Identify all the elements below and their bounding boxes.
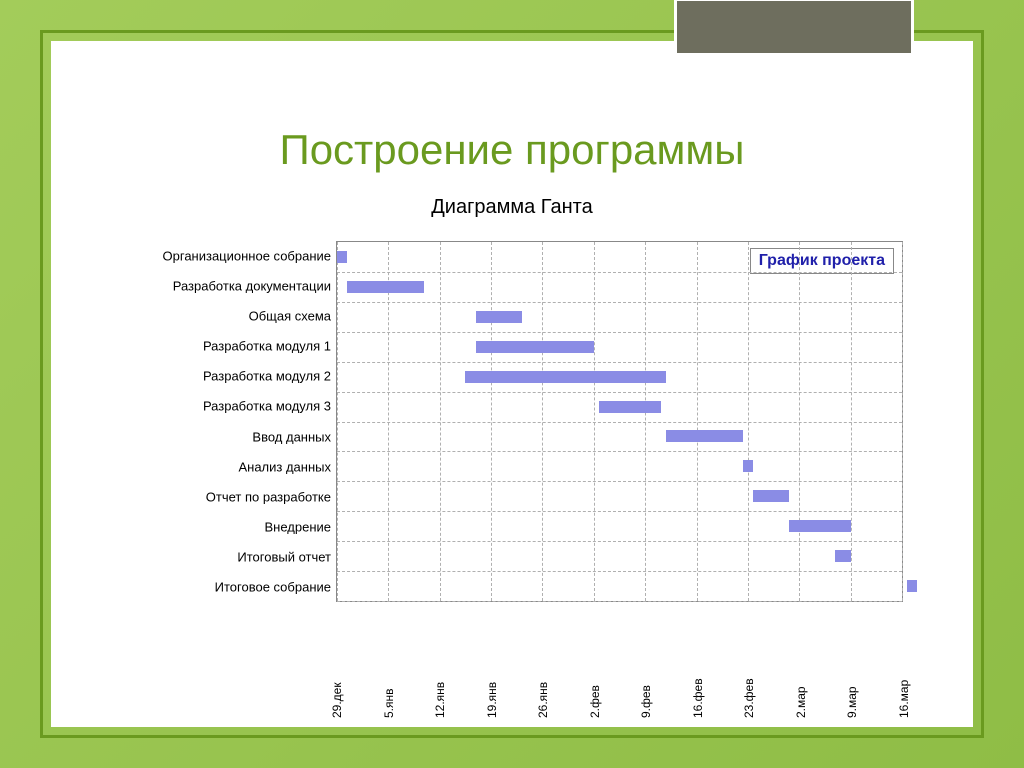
- task-label: Ввод данных: [106, 429, 331, 444]
- gridline-horizontal: [337, 272, 902, 273]
- gridline-vertical: [902, 242, 903, 601]
- x-tick-label: 9.фев: [639, 685, 653, 718]
- gantt-bar: [599, 401, 661, 413]
- chart-title: Диаграмма Ганта: [431, 196, 593, 219]
- x-tick-label: 9.мар: [845, 686, 859, 718]
- task-label: Отчет по разработке: [106, 489, 331, 504]
- gantt-bar: [476, 311, 522, 323]
- gantt-bar: [465, 371, 665, 383]
- x-tick-label: 2.фев: [588, 685, 602, 718]
- gantt-bar: [743, 460, 753, 472]
- x-tick-label: 16.мар: [897, 680, 911, 718]
- chart-plot-area: График проекта: [336, 241, 903, 602]
- gantt-bar: [789, 520, 851, 532]
- task-label: Итоговое собрание: [106, 579, 331, 594]
- x-tick-label: 5.янв: [382, 688, 396, 718]
- gridline-horizontal: [337, 332, 902, 333]
- task-label: Организационное собрание: [106, 249, 331, 264]
- x-tick-label: 23.фев: [742, 678, 756, 718]
- gantt-bar: [753, 490, 789, 502]
- x-tick-label: 29.дек: [330, 682, 344, 718]
- task-label: Разработка модуля 1: [106, 339, 331, 354]
- slide-title: Построение программы: [280, 126, 745, 174]
- gantt-bar: [337, 251, 347, 263]
- task-label: Внедрение: [106, 519, 331, 534]
- gridline-horizontal: [337, 392, 902, 393]
- gantt-bar: [347, 281, 424, 293]
- x-tick-label: 16.фев: [691, 678, 705, 718]
- x-tick-label: 19.янв: [485, 682, 499, 718]
- gridline-horizontal: [337, 481, 902, 482]
- x-tick-label: 2.мар: [794, 686, 808, 718]
- gridline-horizontal: [337, 451, 902, 452]
- task-label: Итоговый отчет: [106, 549, 331, 564]
- task-label: Общая схема: [106, 309, 331, 324]
- x-tick-label: 12.янв: [433, 682, 447, 718]
- gridline-horizontal: [337, 541, 902, 542]
- gridline-horizontal: [337, 601, 902, 602]
- task-label: Разработка документации: [106, 279, 331, 294]
- gantt-bar: [835, 550, 850, 562]
- gridline-horizontal: [337, 302, 902, 303]
- task-label: Разработка модуля 3: [106, 399, 331, 414]
- decorative-tab: [674, 0, 914, 56]
- task-label: Разработка модуля 2: [106, 369, 331, 384]
- gridline-horizontal: [337, 362, 902, 363]
- gantt-chart: График проекта 29.дек5.янв12.янв19.янв26…: [106, 241, 918, 672]
- gridline-horizontal: [337, 511, 902, 512]
- x-tick-label: 26.янв: [536, 682, 550, 718]
- chart-legend: График проекта: [750, 248, 894, 274]
- slide-content: Построение программы Диаграмма Ганта Гра…: [51, 41, 973, 727]
- gridline-horizontal: [337, 571, 902, 572]
- slide-frame: Построение программы Диаграмма Ганта Гра…: [40, 30, 984, 738]
- gantt-bar: [476, 341, 594, 353]
- task-label: Анализ данных: [106, 459, 331, 474]
- gridline-horizontal: [337, 422, 902, 423]
- gantt-bar: [666, 430, 743, 442]
- gantt-bar: [907, 580, 917, 592]
